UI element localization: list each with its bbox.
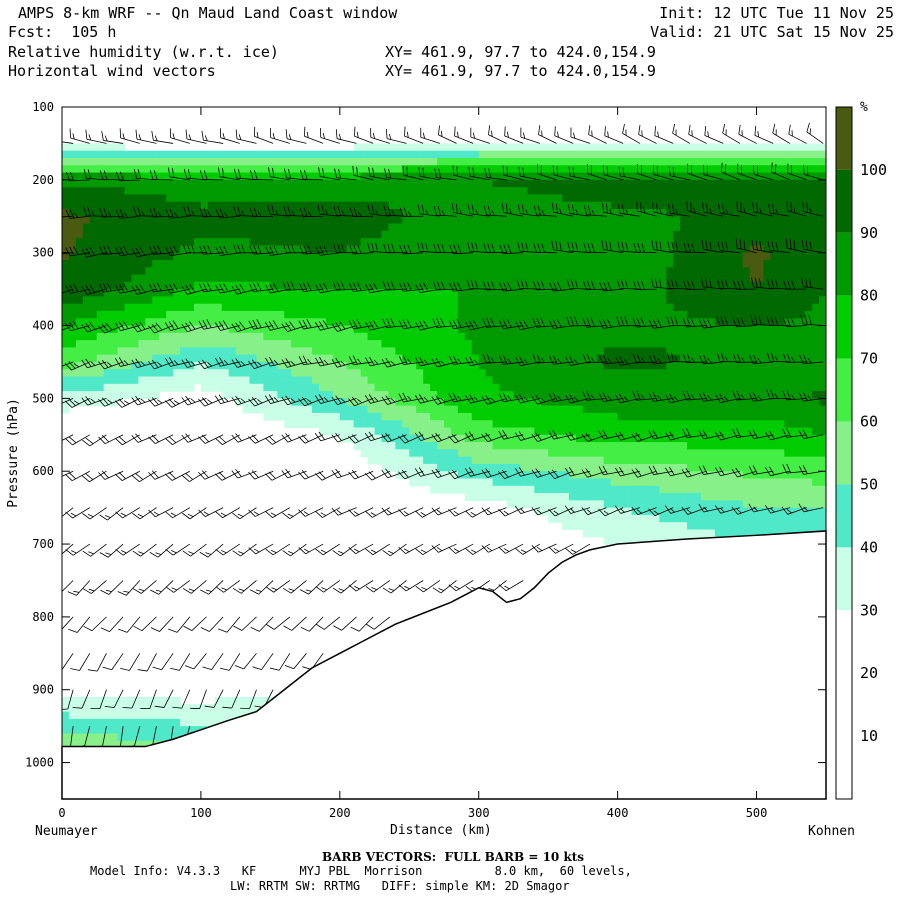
colorbar: 10 20 30 40 50 60 70 80 90 100% — [835, 100, 887, 800]
colorbar-level-label: 60 — [860, 413, 878, 431]
y-tick-label: 700 — [32, 537, 54, 551]
x-tick-label: 500 — [746, 806, 768, 820]
x-tick-label: 0 — [58, 806, 65, 820]
colorbar-level-label: 20 — [860, 664, 878, 682]
wind-barbs — [62, 107, 824, 749]
forecast-hour: Fcst: 105 h — [8, 23, 117, 41]
y-axis-label: Pressure (hPa) — [6, 398, 21, 508]
y-tick-label: 800 — [32, 610, 54, 624]
colorbar-bin — [836, 421, 852, 485]
colorbar-unit: % — [860, 100, 868, 115]
right-endpoint-label: Kohnen — [808, 824, 855, 839]
colorbar-level-label: 80 — [860, 287, 878, 305]
colorbar-bin — [836, 295, 852, 359]
plot-frame — [61, 106, 827, 800]
init-time: Init: 12 UTC Tue 11 Nov 25 — [659, 4, 894, 22]
y-tick-label: 200 — [32, 173, 54, 187]
y-tick-label: 100 — [32, 100, 54, 114]
colorbar-bin — [836, 107, 852, 170]
x-tick-label: 100 — [190, 806, 212, 820]
y-axis: 100 200 300 400 500 600 700 800 900 1000 — [25, 100, 826, 770]
y-tick-label: 300 — [32, 246, 54, 260]
model-title: AMPS 8-km WRF -- Qn Maud Land Coast wind… — [18, 4, 398, 22]
y-tick-label: 900 — [32, 683, 54, 697]
field-name-rh: Relative humidity (w.r.t. ice) — [8, 43, 279, 61]
y-tick-label: 400 — [32, 319, 54, 333]
terrain-mask — [61, 530, 827, 800]
x-tick-label: 300 — [468, 806, 490, 820]
x-tick-label: 400 — [607, 806, 629, 820]
colorbar-bin — [836, 358, 852, 422]
colorbar-bin — [836, 547, 852, 611]
colorbar-level-label: 10 — [860, 727, 878, 745]
colorbar-bin — [836, 610, 852, 674]
colorbar-level-label: 100 — [860, 161, 887, 179]
colorbar-bin — [836, 232, 852, 296]
field-name-wind: Horizontal wind vectors — [8, 62, 216, 80]
y-tick-label: 600 — [32, 464, 54, 478]
colorbar-level-label: 30 — [860, 601, 878, 619]
barb-note: BARB VECTORS: FULL BARB = 10 kts — [322, 850, 585, 864]
colorbar-level-label: 90 — [860, 224, 878, 242]
y-tick-label: 500 — [32, 391, 54, 405]
xy-range-wind: XY= 461.9, 97.7 to 424.0,154.9 — [385, 62, 656, 80]
colorbar-bin — [836, 736, 852, 799]
colorbar-level-label: 70 — [860, 350, 878, 368]
model-info-line-2: LW: RRTM SW: RRTMG DIFF: simple KM: 2D S… — [230, 879, 570, 893]
y-tick-label: 1000 — [25, 756, 54, 770]
x-axis: 0 100 200 300 400 500 — [58, 107, 767, 820]
xy-range-rh: XY= 461.9, 97.7 to 424.0,154.9 — [385, 43, 656, 61]
colorbar-bin — [836, 169, 852, 233]
x-axis-label: Distance (km) — [390, 823, 492, 838]
colorbar-level-label: 40 — [860, 538, 878, 556]
colorbar-level-label: 50 — [860, 475, 878, 493]
valid-time: Valid: 21 UTC Sat 15 Nov 25 — [650, 23, 894, 41]
left-endpoint-label: Neumayer — [35, 824, 98, 839]
x-tick-label: 200 — [329, 806, 351, 820]
colorbar-bin — [836, 484, 852, 548]
colorbar-bin — [836, 673, 852, 737]
model-info-line-1: Model Info: V4.3.3 KF MYJ PBL Morrison 8… — [90, 864, 632, 878]
